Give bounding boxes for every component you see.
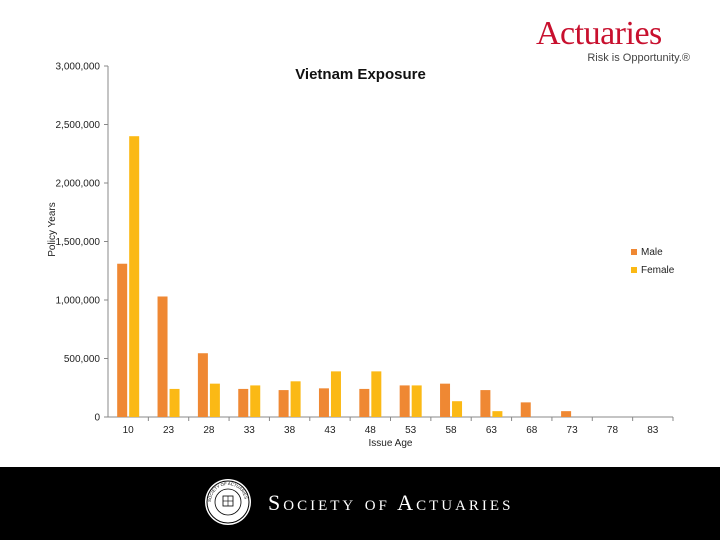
- legend-label-male: Male: [641, 246, 663, 258]
- chart-bars: [117, 136, 572, 417]
- legend-swatch-male: [631, 249, 637, 255]
- bar-male: [359, 388, 370, 417]
- bar-female: [129, 136, 140, 417]
- y-tick-label: 1,500,000: [56, 237, 101, 248]
- chart-legend: Male Female: [631, 243, 674, 279]
- chart-axes: [104, 65, 674, 421]
- x-tick-label: 58: [445, 425, 457, 436]
- bar-female: [411, 385, 422, 417]
- bar-female: [169, 388, 180, 417]
- y-tick-label: 0: [94, 413, 100, 424]
- x-tick-label: 63: [486, 425, 498, 436]
- bar-male: [278, 390, 289, 417]
- society-of-actuaries-wordmark: Society of Actuaries: [268, 490, 514, 515]
- actuaries-logo: Actuaries Risk is Opportunity.®: [530, 14, 700, 70]
- x-tick-label: 28: [203, 425, 215, 436]
- bar-female: [250, 385, 261, 417]
- bar-male: [520, 402, 531, 417]
- bar-male: [399, 385, 410, 417]
- bar-male: [318, 388, 329, 417]
- footer-bar: SOCIETY OF ACTUARIES Society of Actuarie…: [0, 467, 720, 540]
- x-tick-label: 53: [405, 425, 417, 436]
- soa-seal-icon: SOCIETY OF ACTUARIES: [205, 479, 251, 525]
- legend-item-female: Female: [631, 261, 674, 279]
- brand-name: Actuaries: [536, 15, 662, 52]
- bar-male: [561, 411, 572, 417]
- y-tick-label: 2,500,000: [56, 120, 101, 131]
- legend-label-female: Female: [641, 264, 675, 276]
- y-tick-label: 3,000,000: [56, 62, 101, 73]
- x-tick-label: 73: [567, 425, 579, 436]
- bar-male: [440, 383, 451, 417]
- bar-female: [452, 401, 463, 417]
- x-tick-label: 10: [123, 425, 135, 436]
- x-tick-label: 23: [163, 425, 175, 436]
- bar-male: [480, 390, 491, 417]
- y-tick-label: 500,000: [64, 354, 101, 365]
- x-tick-label: 33: [244, 425, 256, 436]
- x-axis-title: Issue Age: [369, 438, 413, 449]
- bar-female: [330, 371, 341, 417]
- bar-male: [197, 353, 208, 417]
- y-tick-label: 1,000,000: [56, 296, 101, 307]
- bar-male: [117, 263, 128, 417]
- bar-chart: 0 500,000 1,000,000 1,500,000 2,000,000 2,500…: [47, 62, 674, 450]
- x-tick-label: 38: [284, 425, 296, 436]
- bar-female: [371, 371, 382, 417]
- bar-female: [492, 411, 503, 417]
- x-tick-label: 68: [526, 425, 538, 436]
- y-axis-title: Policy Years: [47, 202, 58, 256]
- legend-item-male: Male: [631, 243, 674, 261]
- x-tick-label: 48: [365, 425, 377, 436]
- x-tick-label: 78: [607, 425, 619, 436]
- legend-swatch-female: [631, 267, 637, 273]
- bar-male: [238, 388, 249, 417]
- y-tick-label: 2,000,000: [56, 179, 101, 190]
- x-tick-label: 83: [647, 425, 659, 436]
- bar-female: [290, 381, 301, 417]
- brand-tagline: Risk is Opportunity.®: [587, 52, 690, 64]
- bar-female: [209, 383, 220, 417]
- bar-male: [157, 296, 168, 417]
- chart-labels: 0 500,000 1,000,000 1,500,000 2,000,000 2,500…: [47, 62, 659, 450]
- x-tick-label: 43: [324, 425, 336, 436]
- chart-title: Vietnam Exposure: [295, 66, 426, 83]
